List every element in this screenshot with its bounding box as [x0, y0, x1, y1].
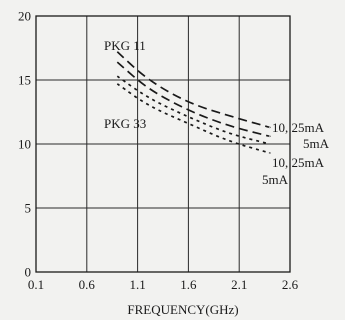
plot-frame — [35, 15, 291, 273]
annotation-current-10-25ma-upper: 10, 25mA — [272, 120, 325, 135]
y-tick-label: 10 — [18, 137, 31, 152]
annotation-current-10-25ma-lower: 10, 25mA — [272, 155, 325, 170]
series-line-2 — [116, 61, 271, 138]
series-line-4 — [116, 83, 271, 154]
x-tick-label: 0.6 — [79, 277, 96, 292]
x-tick-label: 1.6 — [180, 277, 197, 292]
y-tick-label: 5 — [25, 201, 32, 216]
series-group — [116, 51, 271, 154]
x-tick-label: 1.1 — [129, 277, 145, 292]
x-tick-label: 2.6 — [282, 277, 299, 292]
x-axis-title: FREQUENCY(GHz) — [127, 302, 238, 317]
annotation-pkg33: PKG 33 — [104, 116, 146, 131]
y-tick-labels: 0 5 10 15 20 — [18, 9, 31, 280]
y-tick-label: 0 — [25, 265, 32, 280]
annotation-pkg11: PKG 11 — [104, 38, 146, 53]
grid — [36, 16, 290, 272]
series-line-1 — [116, 51, 271, 129]
x-tick-labels: 0.1 0.6 1.1 1.6 2.1 2.6 — [28, 277, 299, 292]
y-tick-label: 20 — [18, 9, 31, 24]
annotation-current-5ma-lower: 5mA — [262, 172, 289, 187]
series-line-3 — [116, 75, 271, 145]
x-tick-label: 2.1 — [231, 277, 247, 292]
x-tick-label: 0.1 — [28, 277, 44, 292]
annotation-current-5ma-upper: 5mA — [303, 136, 330, 151]
y-tick-label: 15 — [18, 73, 31, 88]
